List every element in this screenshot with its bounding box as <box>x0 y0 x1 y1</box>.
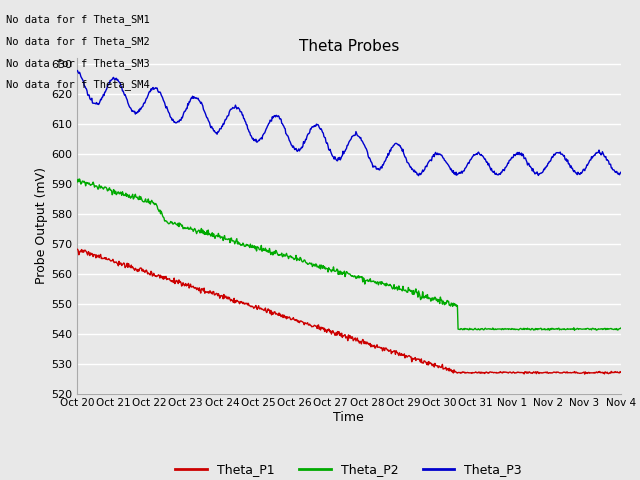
Text: No data for f Theta_SM3: No data for f Theta_SM3 <box>6 58 150 69</box>
Y-axis label: Probe Output (mV): Probe Output (mV) <box>35 167 48 284</box>
Text: No data for f Theta_SM4: No data for f Theta_SM4 <box>6 79 150 90</box>
Legend: Theta_P1, Theta_P2, Theta_P3: Theta_P1, Theta_P2, Theta_P3 <box>170 458 527 480</box>
Title: Theta Probes: Theta Probes <box>299 39 399 54</box>
Text: No data for f Theta_SM1: No data for f Theta_SM1 <box>6 14 150 25</box>
X-axis label: Time: Time <box>333 411 364 424</box>
Text: No data for f Theta_SM2: No data for f Theta_SM2 <box>6 36 150 47</box>
